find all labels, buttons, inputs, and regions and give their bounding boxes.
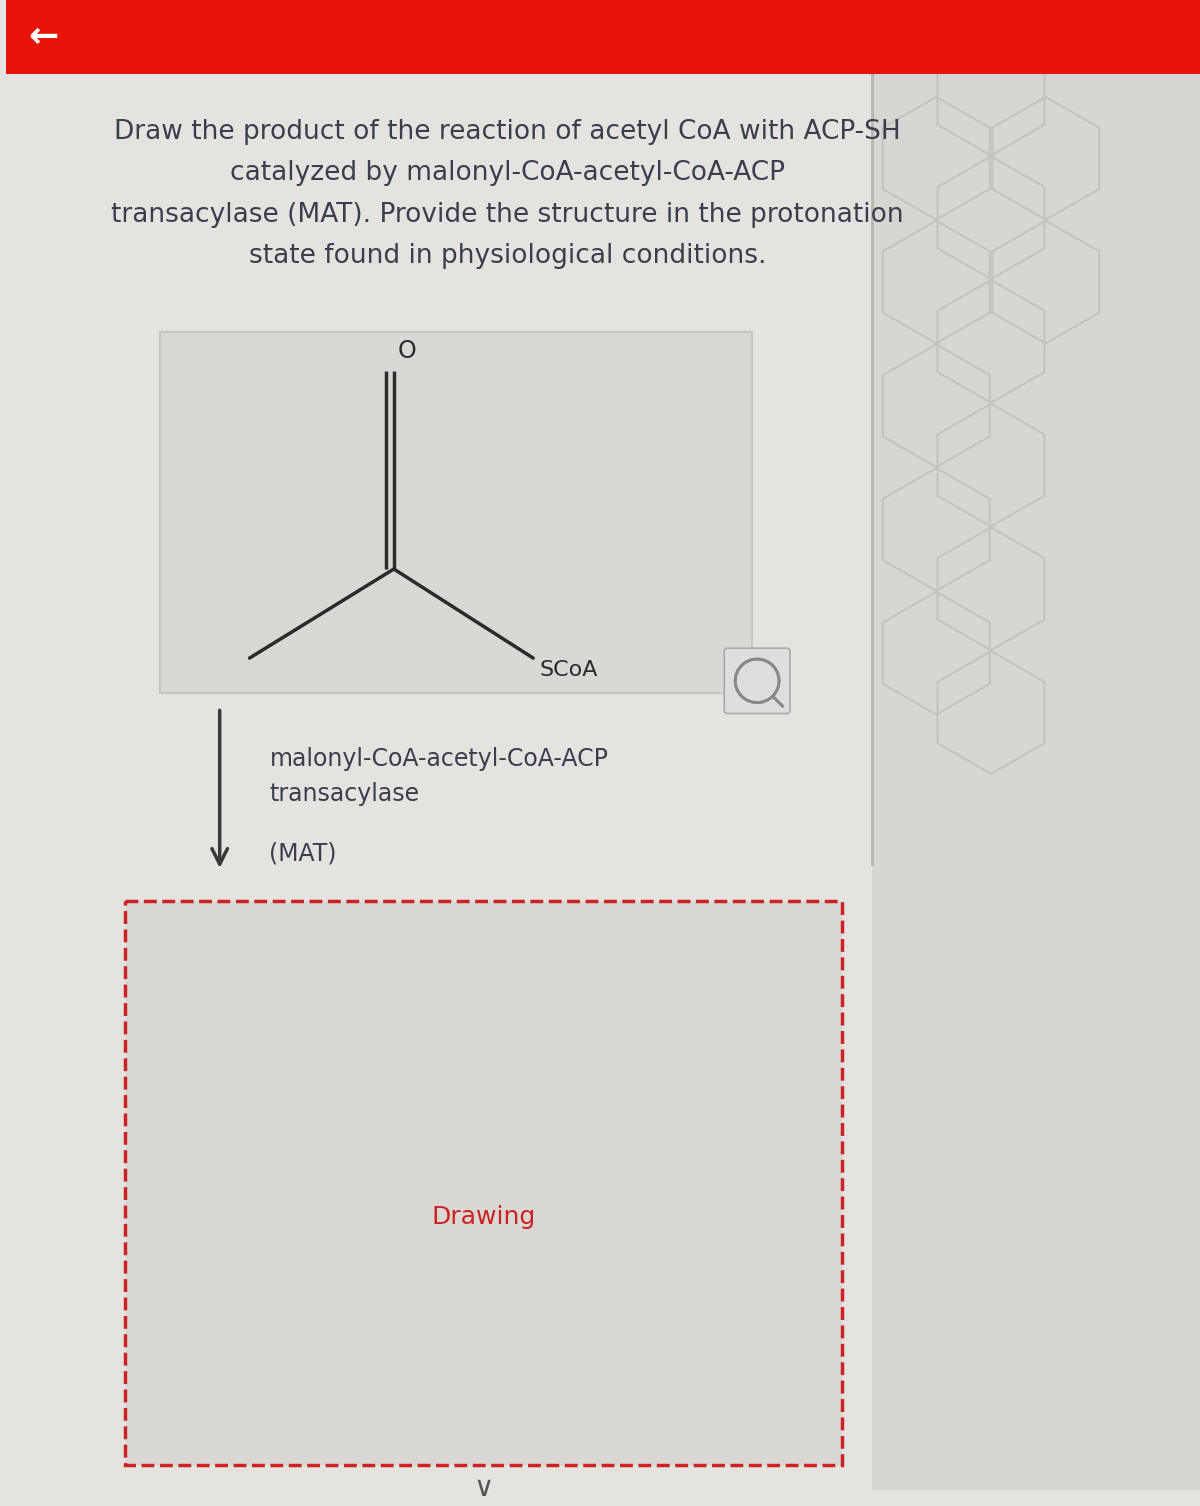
Bar (125, 901, 841, 1465)
Bar (160, 331, 752, 693)
Bar (6, 0, 1200, 74)
Text: ←: ← (29, 20, 59, 54)
Text: Draw the product of the reaction of acetyl CoA with ACP-SH: Draw the product of the reaction of acet… (114, 119, 901, 145)
Text: Drawing: Drawing (431, 1205, 535, 1229)
Bar (871, 74, 1200, 1491)
Text: ∨: ∨ (473, 1474, 493, 1503)
Text: state found in physiological conditions.: state found in physiological conditions. (248, 244, 766, 270)
Text: (MAT): (MAT) (270, 842, 337, 864)
Text: catalyzed by malonyl-CoA-acetyl-CoA-ACP: catalyzed by malonyl-CoA-acetyl-CoA-ACP (230, 160, 785, 187)
Text: transacylase: transacylase (270, 782, 420, 806)
Text: SCoA: SCoA (539, 660, 598, 681)
Text: O: O (398, 339, 416, 363)
Text: transacylase (MAT). Provide the structure in the protonation: transacylase (MAT). Provide the structur… (112, 202, 904, 227)
FancyBboxPatch shape (725, 648, 790, 714)
Text: malonyl-CoA-acetyl-CoA-ACP: malonyl-CoA-acetyl-CoA-ACP (270, 747, 608, 771)
